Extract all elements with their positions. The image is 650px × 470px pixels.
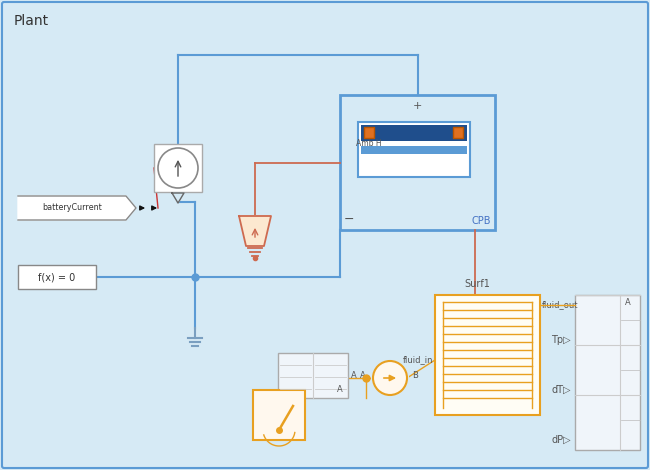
Text: dT▷: dT▷ bbox=[551, 385, 571, 395]
Text: A: A bbox=[625, 298, 631, 307]
Bar bbox=[364, 127, 374, 138]
Text: Surf1: Surf1 bbox=[465, 279, 491, 289]
Circle shape bbox=[373, 361, 407, 395]
Bar bbox=[358, 122, 470, 177]
Text: CPB: CPB bbox=[471, 216, 491, 226]
Bar bbox=[371, 359, 409, 397]
Polygon shape bbox=[18, 196, 136, 220]
Text: Plant: Plant bbox=[14, 14, 49, 28]
Text: A: A bbox=[351, 371, 357, 380]
Bar bbox=[453, 127, 463, 138]
Bar bbox=[340, 95, 495, 230]
Text: +: + bbox=[413, 101, 422, 111]
Text: B: B bbox=[412, 371, 418, 380]
Bar bbox=[361, 146, 467, 154]
Polygon shape bbox=[239, 216, 271, 246]
Bar bbox=[253, 390, 305, 440]
Text: A: A bbox=[337, 385, 343, 394]
Bar bbox=[18, 265, 96, 289]
Text: −: − bbox=[344, 213, 354, 226]
Text: Amb H: Amb H bbox=[356, 140, 382, 149]
Circle shape bbox=[158, 148, 198, 188]
Text: fluid_in: fluid_in bbox=[402, 355, 433, 365]
Bar bbox=[361, 125, 467, 141]
Bar bbox=[154, 144, 202, 192]
Polygon shape bbox=[172, 193, 184, 203]
Text: fluid_out: fluid_out bbox=[542, 300, 578, 310]
Bar bbox=[575, 295, 640, 450]
Text: batteryCurrent: batteryCurrent bbox=[42, 204, 102, 212]
Text: f(x) = 0: f(x) = 0 bbox=[38, 272, 75, 282]
Text: A: A bbox=[360, 371, 366, 380]
Text: Tp▷: Tp▷ bbox=[551, 335, 571, 345]
Bar bbox=[278, 353, 348, 398]
Text: dP▷: dP▷ bbox=[551, 435, 571, 445]
Bar bbox=[435, 295, 540, 415]
Bar bbox=[235, 215, 275, 265]
